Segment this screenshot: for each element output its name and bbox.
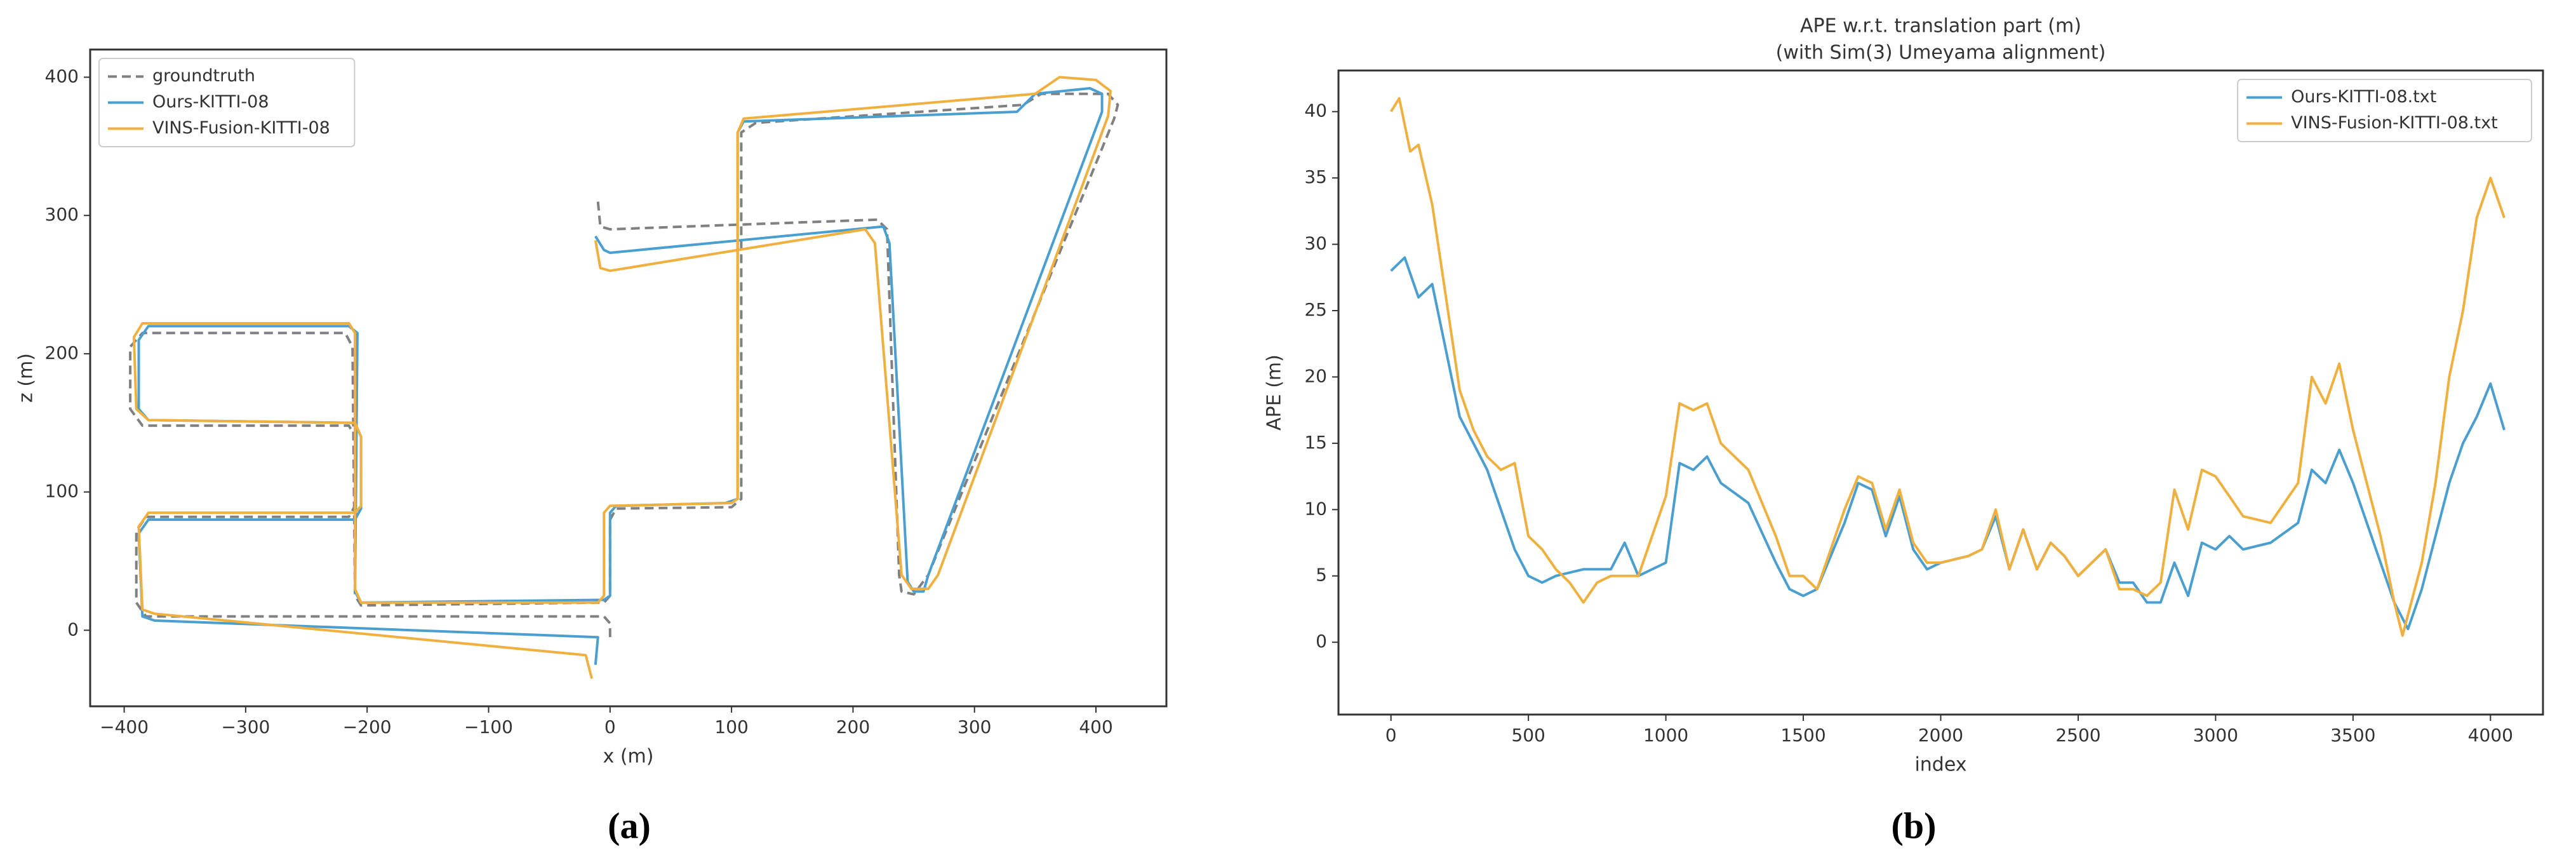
y-axis-label: APE (m) [1264,354,1286,431]
plot: −400 −300 −200 −100 0 100 200 300 400 0 100 200 300 4… [15,48,1168,846]
plot: 0 500 1000 1500 2000 2500 3000 3500 4000 0 5 10 15 20… [1264,15,2544,846]
x-tick-label: 0 [1385,725,1397,746]
x-tick-label: 1000 [1643,725,1688,746]
plot-frame [89,48,1168,708]
x-tick-label: 500 [1511,725,1545,746]
y-tick-label: 400 [45,66,79,87]
chart-title: (with Sim(3) Umeyama alignment) [1776,42,2106,64]
x-tick-label: 400 [1079,716,1112,737]
y-tick-label: 10 [1304,498,1327,519]
x-tick-label: 2000 [1918,725,1963,746]
panel-caption: (a) [608,805,651,846]
series-line [137,87,1104,665]
x-axis-label: x (m) [603,746,654,768]
series-line [1390,97,2506,637]
y-tick-label: 100 [45,481,79,502]
x-tick-label: 300 [958,716,991,737]
y-tick-label: 5 [1316,565,1327,586]
x-tick-label: 3500 [2330,725,2375,746]
x-tick-label: −100 [464,716,513,737]
legend-box [2237,79,2533,142]
y-axis-label: z (m) [15,353,37,403]
legend-label: VINS-Fusion-KITTI-08.txt [2291,113,2498,133]
y-tick-label: 300 [45,204,79,225]
x-tick-label: 100 [714,716,748,737]
x-axis-label: index [1914,754,1966,776]
x-tick-label: 0 [604,716,616,737]
legend-label: Ours-KITTI-08 [152,92,269,112]
x-tick-label: −400 [100,716,149,737]
legend-label: VINS-Fusion-KITTI-08 [152,118,330,138]
y-tick-label: 15 [1304,432,1327,453]
legend-label: Ours-KITTI-08.txt [2291,87,2436,107]
y-tick-label: 200 [45,342,79,363]
y-tick-label: 20 [1304,365,1327,386]
x-tick-label: 3000 [2193,725,2238,746]
series-line [132,76,1112,680]
y-tick-label: 40 [1304,100,1327,121]
plot-frame [1337,69,2544,716]
x-tick-label: 4000 [2468,725,2513,746]
panel-caption: (b) [1892,805,1937,846]
y-tick-label: 0 [1316,631,1327,652]
x-tick-label: 200 [836,716,870,737]
chart-title: APE w.r.t. translation part (m) [1800,15,2081,37]
legend-label: groundtruth [152,66,255,86]
legend-box [98,58,356,147]
x-tick-label: −300 [221,716,270,737]
y-tick-label: 0 [67,619,79,640]
y-tick-label: 25 [1304,299,1327,320]
x-tick-label: −200 [343,716,392,737]
x-tick-label: 1500 [1780,725,1825,746]
x-tick-label: 2500 [2055,725,2100,746]
y-tick-label: 35 [1304,166,1327,187]
y-tick-label: 30 [1304,233,1327,254]
series-line [1390,256,2506,631]
series-line [129,92,1119,638]
